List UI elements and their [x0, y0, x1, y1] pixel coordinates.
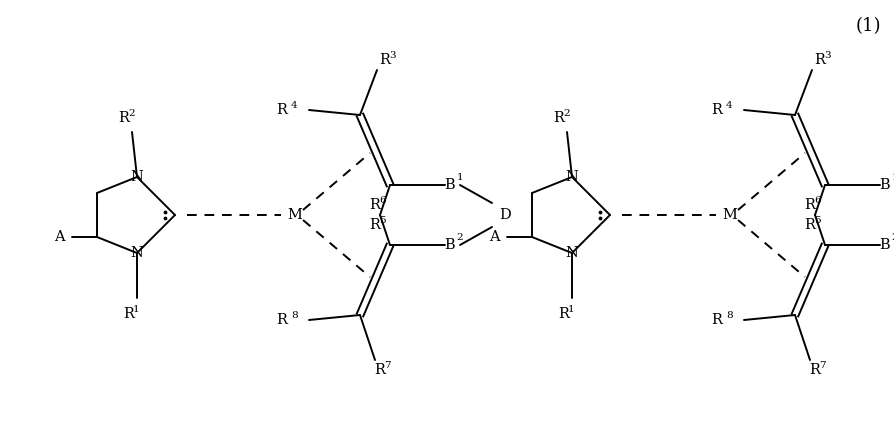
Text: R: R: [369, 198, 380, 212]
Text: 1: 1: [133, 305, 139, 314]
Text: 2: 2: [128, 109, 134, 118]
Text: 4: 4: [291, 101, 298, 110]
Text: 7: 7: [818, 361, 825, 370]
Text: B: B: [444, 238, 455, 252]
Text: 3: 3: [389, 51, 395, 60]
Text: N: N: [131, 170, 143, 184]
Text: N: N: [131, 246, 143, 260]
Text: R: R: [123, 307, 134, 321]
Text: R: R: [276, 103, 287, 117]
Text: R: R: [804, 218, 814, 232]
Text: B: B: [444, 178, 455, 192]
Text: R: R: [814, 53, 824, 67]
Text: 6: 6: [379, 196, 385, 205]
Text: 6: 6: [814, 196, 820, 205]
Text: R: R: [118, 111, 130, 125]
Text: (1): (1): [855, 17, 880, 35]
Text: A: A: [488, 230, 499, 244]
Text: R: R: [379, 53, 390, 67]
Text: D: D: [499, 208, 510, 222]
Text: 2: 2: [456, 234, 463, 242]
Text: M: M: [721, 208, 737, 222]
Text: N: N: [565, 170, 578, 184]
Text: M: M: [287, 208, 302, 222]
Text: R: R: [558, 307, 569, 321]
Text: 8: 8: [725, 311, 732, 320]
Text: R: R: [711, 313, 721, 327]
Text: 5: 5: [814, 216, 820, 225]
Text: 1: 1: [456, 173, 463, 182]
Text: B: B: [879, 178, 890, 192]
Text: R: R: [804, 198, 814, 212]
Text: R: R: [375, 363, 385, 377]
Text: R: R: [276, 313, 287, 327]
Text: 2: 2: [562, 109, 569, 118]
Text: 4: 4: [725, 101, 732, 110]
Text: 1: 1: [568, 305, 574, 314]
Text: 1: 1: [890, 173, 894, 182]
Text: 3: 3: [823, 51, 830, 60]
Text: 2: 2: [890, 234, 894, 242]
Text: 8: 8: [291, 311, 298, 320]
Text: R: R: [711, 103, 721, 117]
Text: 7: 7: [384, 361, 390, 370]
Text: R: R: [553, 111, 564, 125]
Text: A: A: [54, 230, 64, 244]
Text: R: R: [809, 363, 820, 377]
Text: N: N: [565, 246, 578, 260]
Text: B: B: [879, 238, 890, 252]
Text: 5: 5: [379, 216, 385, 225]
Text: R: R: [369, 218, 380, 232]
